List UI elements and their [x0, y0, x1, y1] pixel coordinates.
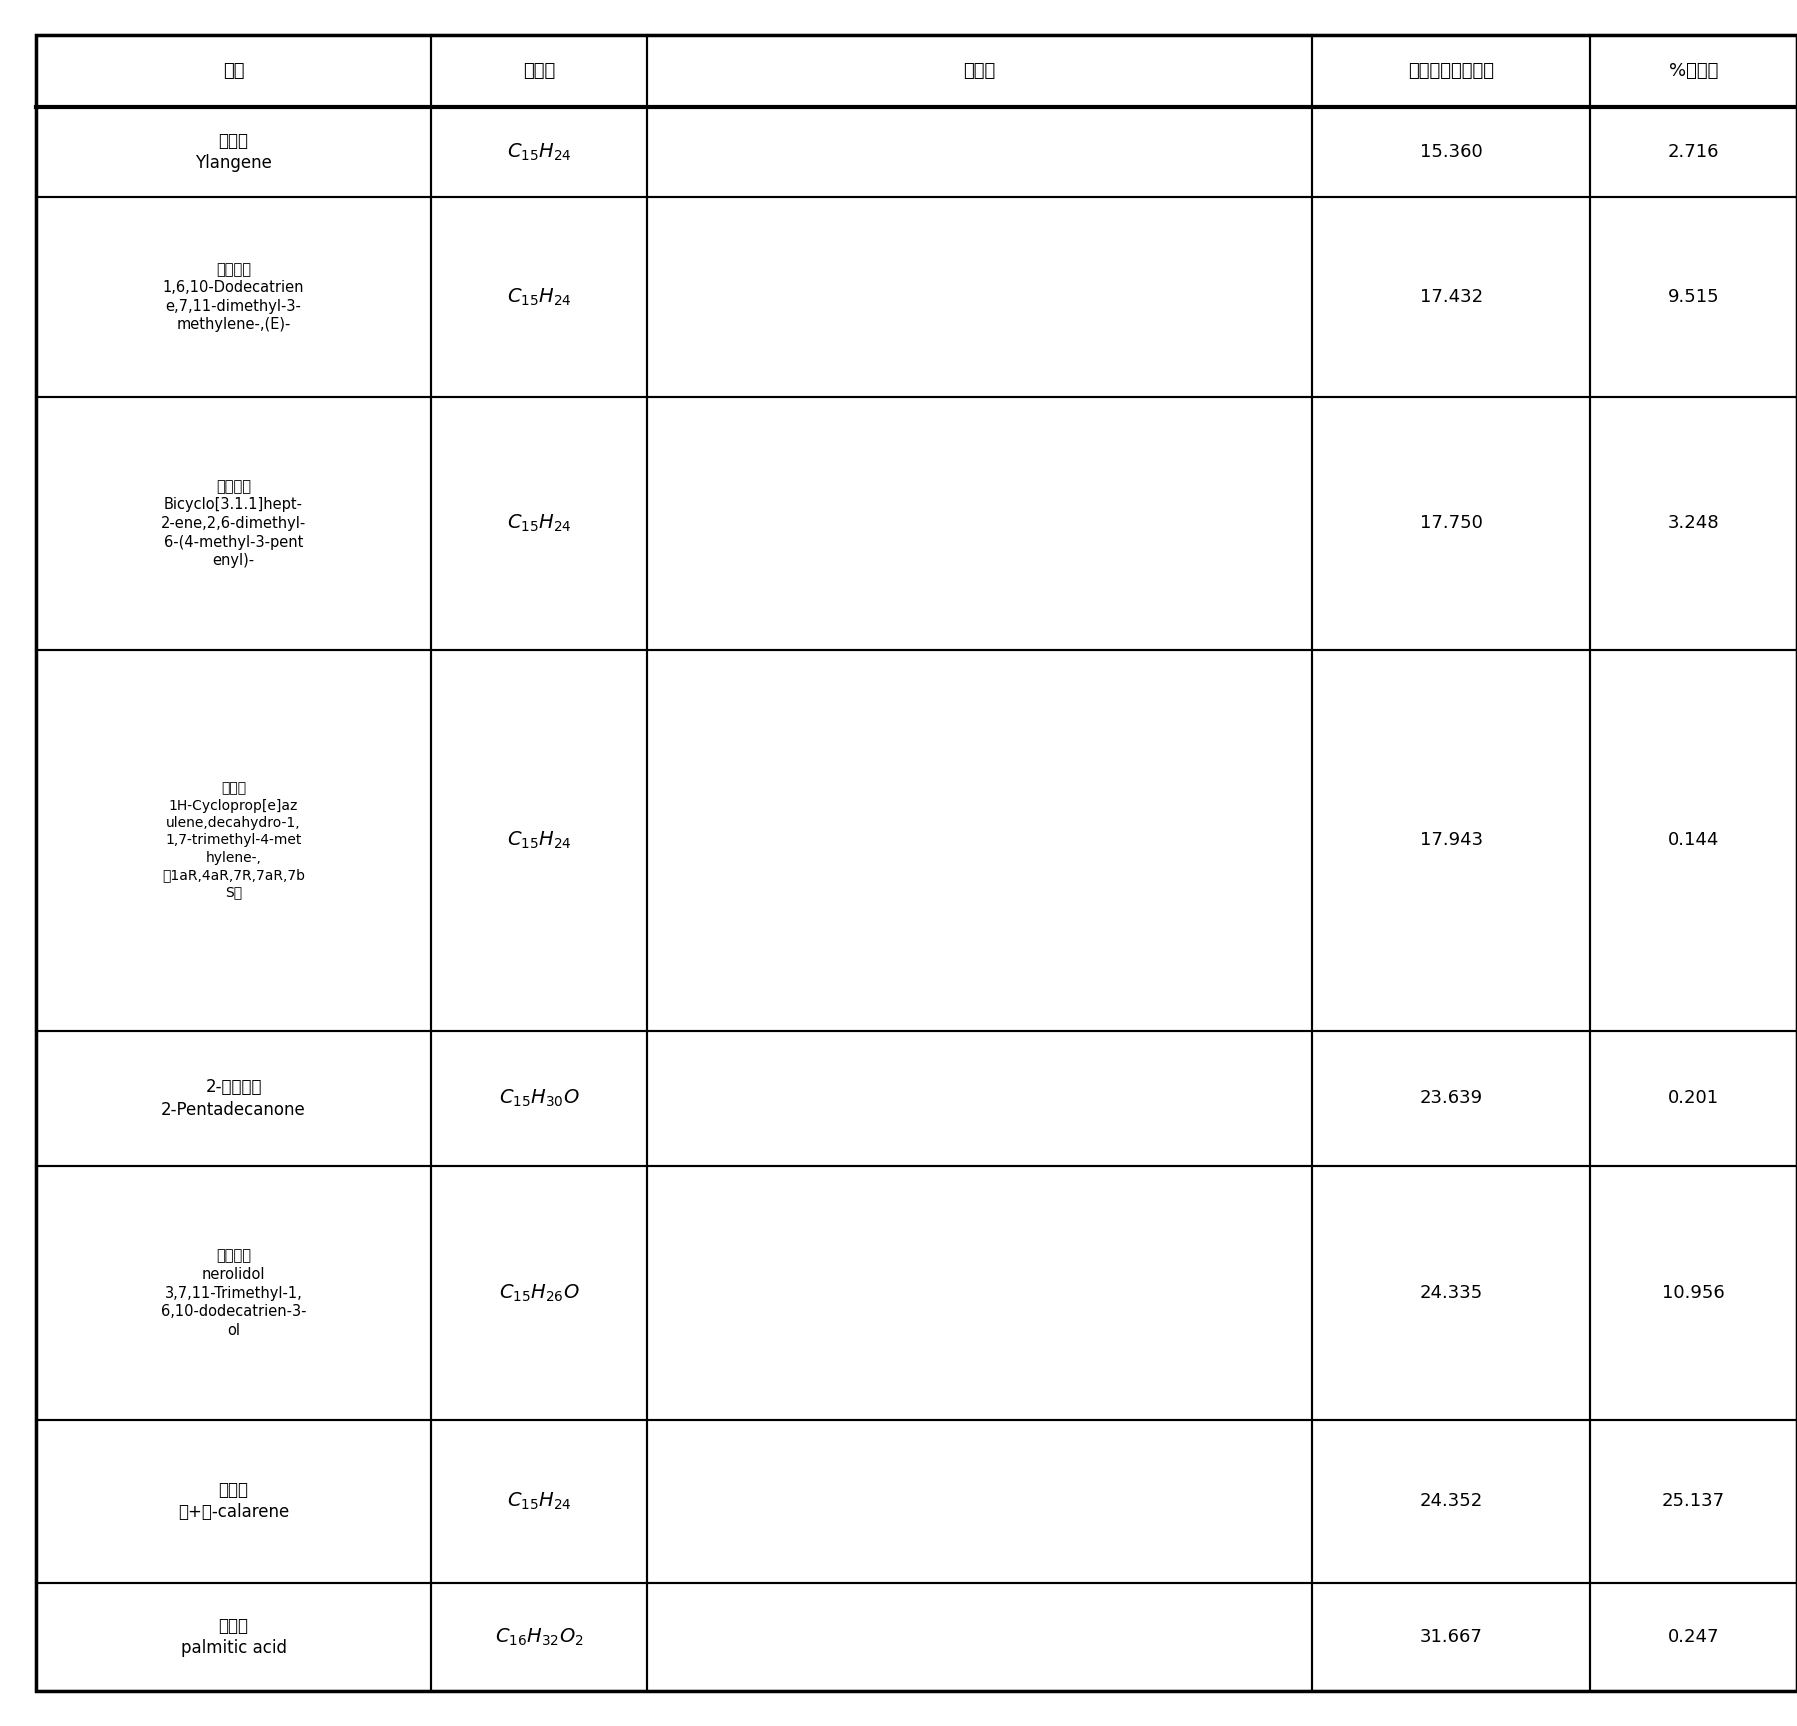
Text: 香柑油烯
Bicyclo[3.1.1]hept-
2-ene,2,6-dimethyl-
6-(4-methyl-3-pent
enyl)-: 香柑油烯 Bicyclo[3.1.1]hept- 2-ene,2,6-dimet… [162, 478, 305, 568]
Text: 0.144: 0.144 [1668, 832, 1720, 849]
Bar [1590, 107, 1797, 197]
Text: 31.667: 31.667 [1420, 1628, 1483, 1647]
Bar [431, 35, 647, 107]
Text: 17.750: 17.750 [1420, 514, 1483, 532]
Bar [431, 1167, 647, 1420]
Bar [36, 1420, 431, 1583]
Bar [1590, 651, 1797, 1030]
Text: $\mathit{C}_{15}\mathit{H}_{24}$: $\mathit{C}_{15}\mathit{H}_{24}$ [507, 287, 571, 307]
Text: 棕榈酸
palmitic acid: 棕榈酸 palmitic acid [181, 1617, 286, 1657]
Bar [1590, 35, 1797, 107]
Text: 香橙烯
1H-Cycloprop[e]az
ulene,decahydro-1,
1,7-trimethyl-4-met
hylene-,
（1aR,4aR,7: 香橙烯 1H-Cycloprop[e]az ulene,decahydro-1,… [162, 782, 305, 899]
Bar [1312, 107, 1590, 197]
Bar [1312, 1030, 1590, 1167]
Bar [431, 107, 647, 197]
Bar [431, 651, 647, 1030]
Bar [647, 1583, 1312, 1691]
Bar [431, 397, 647, 651]
Bar [1312, 1420, 1590, 1583]
Text: 橙花叔醇
nerolidol
3,7,11-Trimethyl-1,
6,10-dodecatrien-3-
ol: 橙花叔醇 nerolidol 3,7,11-Trimethyl-1, 6,10-… [162, 1248, 305, 1338]
Bar [36, 35, 431, 107]
Text: 10.956: 10.956 [1662, 1284, 1725, 1301]
Bar [1590, 397, 1797, 651]
Bar [36, 651, 431, 1030]
Bar [1312, 651, 1590, 1030]
Text: 白菖烯
（+）-calarene: 白菖烯 （+）-calarene [178, 1481, 289, 1521]
Text: $\mathit{C}_{15}\mathit{H}_{24}$: $\mathit{C}_{15}\mathit{H}_{24}$ [507, 513, 571, 533]
Text: 0.201: 0.201 [1668, 1089, 1720, 1108]
Text: 9.515: 9.515 [1668, 288, 1720, 306]
Bar [36, 197, 431, 397]
Bar [431, 197, 647, 397]
Bar [431, 1420, 647, 1583]
Bar [1590, 1420, 1797, 1583]
Text: 17.432: 17.432 [1420, 288, 1483, 306]
Bar [1590, 1030, 1797, 1167]
Bar [647, 397, 1312, 651]
Text: $\mathit{C}_{15}\mathit{H}_{30}\mathit{O}$: $\mathit{C}_{15}\mathit{H}_{30}\mathit{O… [500, 1087, 579, 1110]
Text: 25.137: 25.137 [1662, 1493, 1725, 1510]
Bar [647, 197, 1312, 397]
Text: $\mathit{C}_{15}\mathit{H}_{24}$: $\mathit{C}_{15}\mathit{H}_{24}$ [507, 142, 571, 162]
Bar [36, 107, 431, 197]
Text: 2-十五烷酮
2-Pentadecanone: 2-十五烷酮 2-Pentadecanone [162, 1079, 305, 1118]
Bar [647, 1420, 1312, 1583]
Bar [1312, 35, 1590, 107]
Bar [647, 651, 1312, 1030]
Text: $\mathit{C}_{15}\mathit{H}_{24}$: $\mathit{C}_{15}\mathit{H}_{24}$ [507, 1491, 571, 1512]
Bar [36, 397, 431, 651]
Text: 24.335: 24.335 [1420, 1284, 1483, 1301]
Bar [36, 1583, 431, 1691]
Bar [431, 1583, 647, 1691]
Bar [647, 1167, 1312, 1420]
Bar [1590, 1583, 1797, 1691]
Bar [647, 1030, 1312, 1167]
Text: 15.360: 15.360 [1420, 143, 1483, 161]
Bar [647, 35, 1312, 107]
Bar [431, 1030, 647, 1167]
Text: 2.716: 2.716 [1668, 143, 1720, 161]
Text: 17.943: 17.943 [1420, 832, 1483, 849]
Text: 衣兰烯
Ylangene: 衣兰烯 Ylangene [196, 133, 271, 173]
Bar [647, 107, 1312, 197]
Text: 24.352: 24.352 [1420, 1493, 1483, 1510]
Text: 结构式: 结构式 [963, 62, 996, 79]
Bar [36, 1167, 431, 1420]
Bar [1590, 1167, 1797, 1420]
Text: 名称: 名称 [223, 62, 244, 79]
Bar [36, 1030, 431, 1167]
Text: 0.247: 0.247 [1668, 1628, 1720, 1647]
Bar [1312, 397, 1590, 651]
Text: 金合欢烯
1,6,10-Dodecatrien
e,7,11-dimethyl-3-
methylene-,(E)-: 金合欢烯 1,6,10-Dodecatrien e,7,11-dimethyl-… [164, 262, 304, 333]
Text: $\mathit{C}_{15}\mathit{H}_{24}$: $\mathit{C}_{15}\mathit{H}_{24}$ [507, 830, 571, 851]
Text: 分子式: 分子式 [523, 62, 555, 79]
Text: %比总数: %比总数 [1669, 62, 1718, 79]
Bar [1312, 1167, 1590, 1420]
Text: $\mathit{C}_{16}\mathit{H}_{32}\mathit{O}_{2}$: $\mathit{C}_{16}\mathit{H}_{32}\mathit{O… [494, 1626, 584, 1648]
Text: 23.639: 23.639 [1420, 1089, 1483, 1108]
Text: $\mathit{C}_{15}\mathit{H}_{26}\mathit{O}$: $\mathit{C}_{15}\mathit{H}_{26}\mathit{O… [500, 1282, 579, 1303]
Bar [1590, 197, 1797, 397]
Bar [1312, 197, 1590, 397]
Bar [1312, 1583, 1590, 1691]
Text: 3.248: 3.248 [1668, 514, 1720, 532]
Text: 保留时间（分钟）: 保留时间（分钟） [1409, 62, 1493, 79]
